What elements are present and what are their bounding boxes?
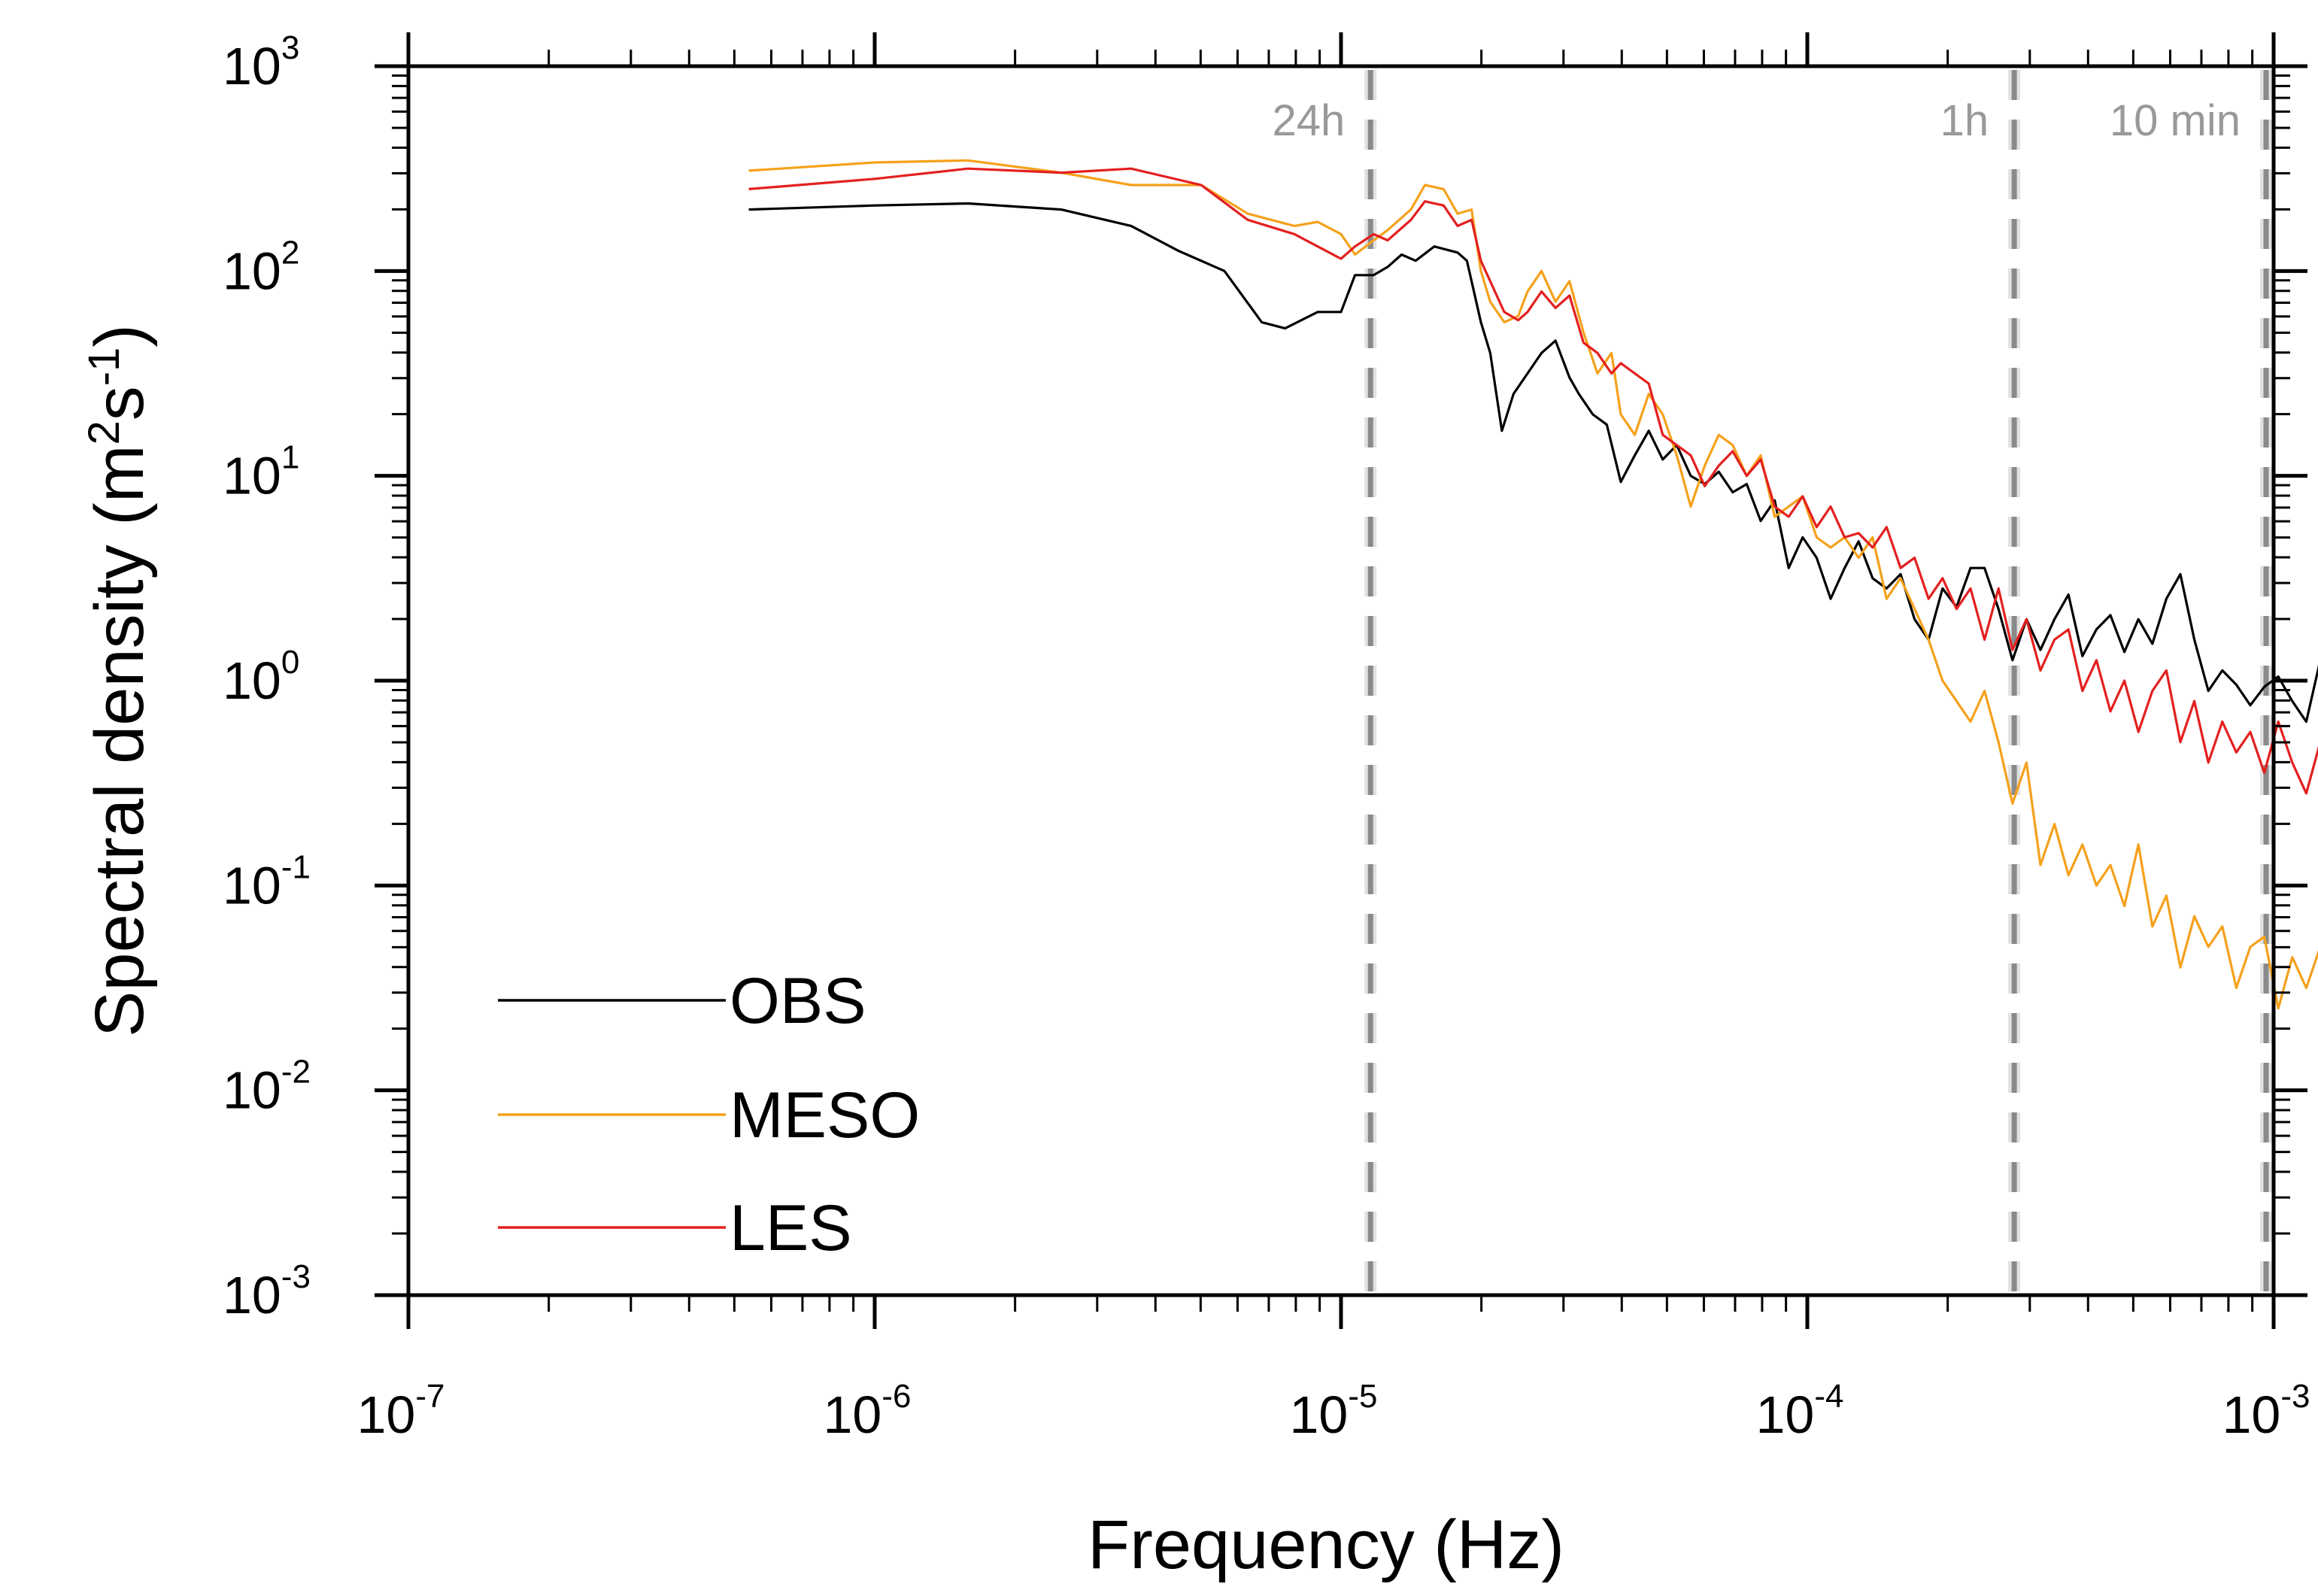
legend-label-meso: MESO (730, 1079, 920, 1151)
reference-label-0: 24h (1272, 96, 1345, 145)
x-tick-label: 10-5 (1290, 1378, 1378, 1444)
series-line-obs (749, 204, 2318, 845)
y-tick-label: 100 (223, 644, 299, 710)
legend: OBS MESO LES (498, 965, 920, 1264)
y-tick-label: 10-1 (223, 848, 311, 915)
y-tick-label: 103 (223, 29, 299, 96)
series-line-les (749, 168, 2318, 885)
legend-label-les: LES (730, 1192, 852, 1264)
y-tick-label: 10-3 (223, 1258, 311, 1324)
data-series (749, 160, 2318, 1151)
y-axis-title: Spectral density (m2s-1) (80, 324, 158, 1037)
legend-label-obs: OBS (730, 965, 866, 1037)
y-tick-label: 101 (223, 439, 299, 505)
x-tick-label: 10-4 (1756, 1378, 1844, 1444)
reference-lines: 24h 1h 10 min (1272, 70, 2266, 1291)
reference-label-2: 10 min (2110, 96, 2241, 145)
y-tick-label: 102 (223, 234, 299, 300)
spectral-density-chart: 24h 1h 10 min 10-7 10-6 10-5 10-4 10-3 10-3 10-2… (0, 0, 2318, 1596)
x-tick-label: 10-6 (824, 1378, 912, 1444)
x-tick-label: 10-7 (357, 1378, 445, 1444)
plot-frame (408, 66, 2274, 1295)
x-axis-title: Frequency (Hz) (1088, 1506, 1564, 1583)
reference-label-1: 1h (1940, 96, 1989, 145)
x-tick-label: 10-3 (2222, 1378, 2310, 1444)
y-tick-label: 10-2 (223, 1054, 311, 1120)
